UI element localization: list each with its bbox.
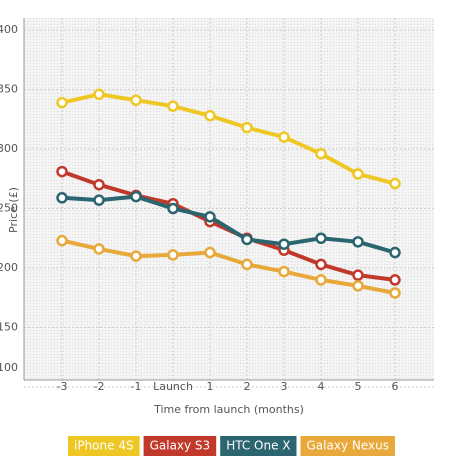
data-point (167, 249, 179, 261)
data-point (352, 168, 364, 180)
x-tick-label: 2 (244, 380, 251, 393)
x-tick-label: 5 (355, 380, 362, 393)
y-tick-label: 400 (0, 23, 18, 36)
y-tick-label: 200 (0, 261, 18, 274)
data-point (241, 233, 253, 246)
data-point (93, 88, 105, 101)
y-tick-label: 100 (0, 361, 18, 374)
series-group (56, 88, 401, 299)
x-tick-label: -2 (94, 380, 105, 393)
legend-item: iPhone 4S (68, 436, 140, 456)
data-point (389, 246, 401, 259)
grid: 100 150 200 250 300 350 400 -3 -2 -1 Launch 1 2 3 4 5 6 (0, 18, 434, 393)
y-tick-label: 350 (0, 83, 18, 96)
series-line (61, 238, 396, 295)
y-tick-label: 250 (0, 202, 18, 215)
data-point (93, 178, 105, 191)
data-point (56, 192, 68, 204)
data-point (352, 236, 364, 248)
data-point (389, 177, 401, 190)
data-point (93, 194, 105, 206)
data-point (204, 211, 216, 223)
legend-item: Galaxy Nexus (300, 436, 395, 456)
x-axis-label: Time from launch (months) (153, 403, 304, 416)
legend-swatch (300, 436, 395, 456)
series-line (61, 194, 396, 255)
legend-swatch (143, 436, 217, 456)
data-point (241, 258, 253, 271)
data-point (56, 165, 68, 178)
data-point (204, 109, 216, 122)
legend-label: Galaxy S3 (150, 439, 211, 453)
data-point (389, 287, 401, 299)
data-point (56, 96, 68, 109)
y-axis-label: Price (£) (7, 187, 20, 233)
data-point (130, 94, 142, 106)
x-tick-label: Launch (153, 380, 193, 393)
data-point (352, 280, 364, 292)
legend-label: HTC One X (226, 439, 290, 453)
data-point (278, 265, 290, 278)
x-tick-label: 6 (392, 380, 399, 393)
legend-swatch (68, 436, 140, 456)
data-point (315, 258, 327, 271)
legend: iPhone 4S Galaxy S3 HTC One X Galaxy Nexus (68, 436, 395, 456)
x-tick-label: 3 (281, 380, 288, 393)
data-point (93, 243, 105, 255)
data-point (315, 274, 327, 286)
x-tick-label: -3 (57, 380, 68, 393)
data-point (315, 232, 327, 244)
data-point (278, 131, 290, 143)
series-line (61, 92, 396, 186)
data-point (204, 246, 216, 259)
x-tick-label: 1 (207, 380, 214, 393)
data-point (167, 202, 179, 215)
legend-item: Galaxy S3 (143, 436, 217, 456)
y-tick-label: 300 (0, 142, 18, 155)
data-point (389, 274, 401, 286)
y-tick-label: 150 (0, 321, 18, 334)
data-point (352, 269, 364, 281)
legend-item: HTC One X (220, 436, 297, 456)
data-point (130, 190, 142, 203)
legend-swatch (220, 436, 297, 456)
legend-label: Galaxy Nexus (307, 439, 389, 453)
data-point (130, 250, 142, 262)
data-point (278, 238, 290, 250)
x-tick-label: -1 (131, 380, 142, 393)
data-point (56, 234, 68, 247)
data-point (167, 100, 179, 112)
data-point (315, 148, 327, 160)
x-tick-label: 4 (318, 380, 325, 393)
data-point (241, 121, 253, 134)
legend-label: iPhone 4S (74, 439, 134, 453)
